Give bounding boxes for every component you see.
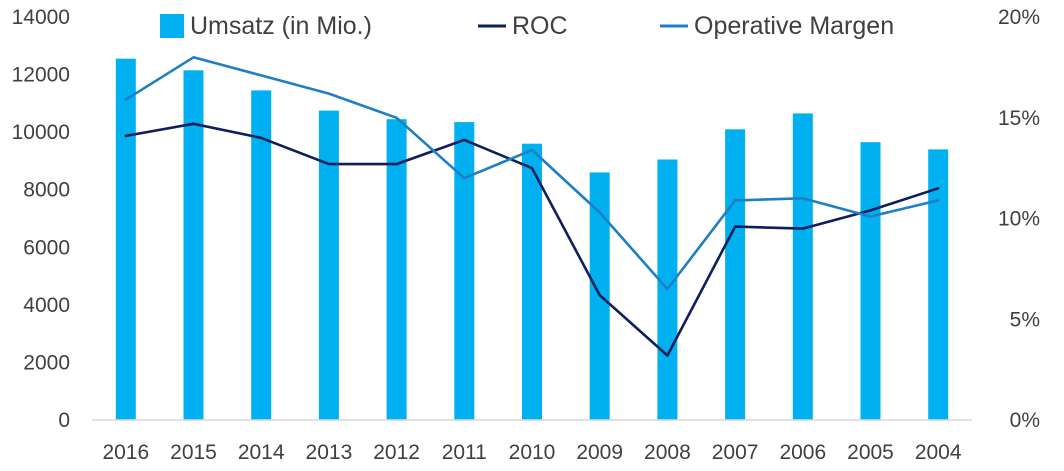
legend-label-umsatz-in-mio: Umsatz (in Mio.) — [190, 12, 372, 40]
left-tick-label: 10000 — [12, 121, 70, 144]
legend: Umsatz (in Mio.) ROC Operative Margen — [160, 12, 894, 40]
line-roc — [124, 122, 940, 357]
right-tick-label: 5% — [1010, 308, 1040, 331]
bar-2015 — [183, 70, 204, 421]
bar-2014 — [251, 90, 272, 421]
right-axis: 0% 5% 10% 15% 20% — [998, 6, 1040, 432]
left-tick-label: 12000 — [12, 64, 70, 87]
x-tick-label: 2009 — [576, 441, 623, 464]
bar-2011 — [454, 122, 475, 420]
bar-2007 — [725, 129, 746, 421]
x-tick-label: 2012 — [373, 441, 420, 464]
bar-2004 — [928, 149, 949, 420]
x-axis: 2016 2015 2014 2013 2012 2011 2010 2009 2008 2007… — [102, 441, 961, 464]
x-tick-label: 2006 — [779, 441, 826, 464]
bar-2012 — [386, 119, 407, 420]
right-tick-label: 15% — [998, 107, 1040, 130]
left-tick-label: 2000 — [23, 351, 70, 374]
bar-2010 — [522, 143, 542, 420]
x-tick-label: 2010 — [509, 441, 556, 464]
left-tick-label: 8000 — [23, 179, 70, 202]
x-tick-label: 2008 — [644, 441, 691, 464]
x-tick-label: 2015 — [170, 441, 217, 464]
left-tick-label: 6000 — [23, 236, 70, 259]
x-tick-label: 2011 — [442, 441, 487, 464]
legend-swatch-umsatz-in-mio — [160, 14, 184, 38]
right-tick-label: 0% — [1010, 409, 1040, 432]
x-tick-label: 2013 — [306, 441, 353, 464]
left-tick-label: 4000 — [23, 294, 70, 317]
legend-label-roc: ROC — [512, 12, 568, 40]
bar-2005 — [860, 142, 881, 420]
bar-series — [115, 58, 949, 421]
line-series — [124, 55, 940, 357]
bar-2006 — [792, 113, 813, 421]
left-tick-label: 14000 — [12, 6, 70, 29]
right-tick-label: 20% — [998, 6, 1040, 29]
x-tick-label: 2005 — [847, 441, 894, 464]
right-tick-label: 10% — [998, 208, 1040, 231]
left-tick-label: 0 — [58, 409, 70, 432]
bar-2013 — [318, 110, 339, 420]
x-tick-label: 2014 — [238, 441, 285, 464]
x-tick-label: 2016 — [102, 441, 149, 464]
x-tick-label: 2004 — [915, 441, 962, 464]
left-axis: 0 2000 4000 6000 8000 10000 12000 14000 — [12, 6, 70, 432]
legend-label-operative-margen: Operative Margen — [694, 12, 894, 40]
line-operative-margen — [124, 55, 940, 291]
bar-2016 — [115, 58, 136, 420]
x-tick-label: 2007 — [712, 441, 759, 464]
